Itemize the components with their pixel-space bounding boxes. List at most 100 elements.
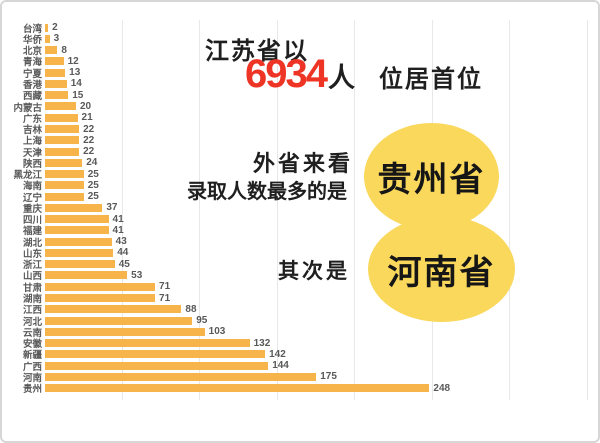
- bar-value: 53: [131, 269, 143, 281]
- bar-row: 西藏 15: [2, 90, 598, 103]
- bar-row: 山西 53: [2, 269, 598, 283]
- bar-row: 辽宁 25: [2, 191, 598, 204]
- bar: [45, 113, 78, 122]
- bar-value: 71: [159, 281, 171, 293]
- bar: [45, 79, 67, 88]
- bar-label: 福建: [22, 226, 42, 238]
- bar-row: 上海 22: [2, 135, 598, 148]
- bar-label: 湖南: [22, 294, 42, 306]
- bar-row: 青海 12: [2, 55, 598, 69]
- bar-value: 25: [87, 179, 99, 191]
- bar-value: 41: [112, 224, 124, 236]
- bar-row: 贵州 248: [2, 383, 598, 396]
- bar-value: 2: [52, 22, 58, 34]
- bar: [45, 170, 84, 179]
- bar-value: 25: [87, 191, 99, 203]
- bar-label: 云南: [22, 327, 42, 339]
- bar-value: 44: [117, 247, 129, 259]
- bar-value: 41: [112, 213, 124, 225]
- bar-value: 37: [106, 202, 118, 214]
- bar-label: 黑龙江: [13, 170, 42, 182]
- grid-line: [509, 20, 510, 400]
- bar-row: 山东 44: [2, 247, 598, 260]
- bar-label: 安徽: [22, 339, 42, 351]
- bar-label: 宁夏: [22, 68, 42, 80]
- badge-guizhou: 贵州省: [364, 123, 499, 230]
- bar-value: 88: [185, 303, 197, 315]
- bar: [45, 282, 156, 291]
- bar: [45, 136, 80, 145]
- bar-value: 22: [83, 123, 95, 135]
- bar-row: 香港 14: [2, 78, 598, 91]
- bar-value: 71: [159, 292, 171, 304]
- bar: [45, 271, 128, 280]
- bar-row: 天津 22: [2, 146, 598, 159]
- bar: [45, 260, 115, 269]
- badge-henan-label: 河南省: [387, 253, 496, 292]
- bar: [45, 350, 266, 359]
- bar-row: 河北 95: [2, 315, 598, 328]
- grid-line: [354, 20, 355, 400]
- bar-row: 宁夏 13: [2, 67, 598, 80]
- bar-label: 上海: [22, 136, 42, 148]
- bar-value: 21: [81, 112, 93, 124]
- bar: [45, 91, 69, 100]
- bar: [45, 361, 269, 370]
- bar-value: 43: [115, 236, 127, 248]
- grid-line: [586, 20, 588, 400]
- bar-label: 河南: [22, 372, 42, 384]
- bar-value: 175: [320, 371, 337, 383]
- bar: [45, 226, 109, 235]
- bar-row: 吉林 22: [2, 123, 598, 137]
- bar: [45, 57, 64, 66]
- bar: [45, 294, 156, 302]
- bar-label: 四川: [22, 215, 42, 227]
- bar: [45, 192, 84, 201]
- next-label: 其次是: [278, 260, 350, 283]
- bar-label: 青海: [22, 57, 42, 69]
- headline-row: 6934 人 位居首位: [245, 54, 483, 95]
- grid-line: [276, 20, 278, 400]
- bar: [45, 327, 205, 336]
- bar-label: 海南: [22, 181, 42, 193]
- bar-row: 湖北 43: [2, 236, 598, 249]
- bar-row: 黑龙江 25: [2, 168, 598, 182]
- bar-value: 14: [70, 78, 82, 90]
- bar-value: 22: [83, 146, 95, 158]
- bar-row: 新疆 142: [2, 349, 598, 362]
- bar-label: 甘肃: [22, 282, 42, 294]
- bar: [45, 125, 80, 134]
- bar-value: 12: [67, 55, 79, 67]
- bar: [45, 68, 66, 77]
- bar: [45, 237, 112, 246]
- bar-value: 13: [69, 67, 81, 79]
- bar-value: 132: [253, 337, 271, 349]
- bar-value: 45: [118, 258, 130, 270]
- bar-row: 云南 103: [2, 326, 598, 339]
- badge-henan: 河南省: [368, 216, 515, 322]
- bar-row: 江西 88: [2, 303, 598, 317]
- bar-value: 25: [87, 168, 99, 180]
- bar: [45, 181, 84, 190]
- bar-row: 北京 8: [2, 45, 598, 58]
- headline-number: 6934: [245, 52, 328, 96]
- bar-value: 144: [272, 360, 289, 372]
- bar: [45, 46, 58, 55]
- bar-row: 陕西 24: [2, 157, 598, 170]
- bar-label: 华侨: [22, 34, 42, 46]
- bar-label: 香港: [22, 79, 42, 91]
- bar: [45, 339, 250, 348]
- bar: [45, 305, 182, 314]
- badge-guizhou-label: 贵州省: [377, 161, 486, 199]
- headline-unit: 人: [327, 63, 355, 93]
- bar: [45, 372, 317, 381]
- bar-label: 吉林: [22, 125, 42, 137]
- bar-label: 贵州: [22, 384, 42, 396]
- bar-row: 福建 41: [2, 224, 598, 238]
- bar-label: 新疆: [22, 350, 42, 362]
- bar-label: 山东: [22, 248, 42, 260]
- bar-label: 陕西: [22, 158, 42, 170]
- bar-label: 北京: [22, 46, 42, 58]
